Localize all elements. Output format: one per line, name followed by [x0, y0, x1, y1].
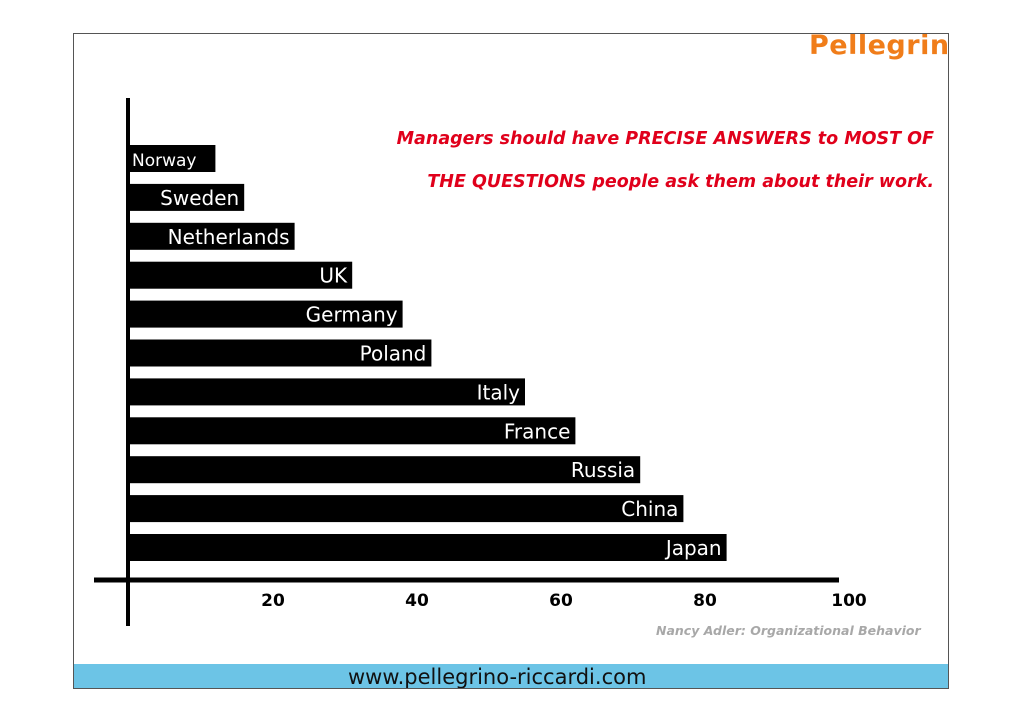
bar-uk — [129, 261, 353, 289]
bar-label-norway: Norway — [132, 151, 197, 171]
x-tick-80: 80 — [693, 591, 717, 611]
bar-france — [129, 417, 576, 445]
footer-bar: www.pellegrino-riccardi.com — [74, 664, 948, 689]
bar-label-italy: Italy — [477, 380, 521, 404]
bar-label-uk: UK — [319, 264, 348, 288]
slide: Pellegrino Managers should have PRECISE … — [73, 33, 949, 689]
bar-germany — [129, 300, 403, 328]
headline: Managers should have PRECISE ANSWERS to … — [344, 118, 934, 204]
bars-group: Norway Sweden Netherlands UK Germany Poland It… — [129, 145, 727, 561]
bar-norway — [129, 145, 216, 172]
pellegrino-logo: Pellegrino — [809, 33, 949, 61]
x-tick-60: 60 — [549, 591, 573, 611]
bar-netherlands — [129, 222, 295, 250]
bar-poland — [129, 339, 432, 367]
bar-russia — [129, 456, 641, 484]
bar-chart: Norway Sweden Netherlands UK Germany Poland It… — [94, 98, 867, 626]
bar-label-sweden: Sweden — [160, 186, 239, 210]
bar-label-russia: Russia — [571, 458, 635, 482]
x-tick-labels: 20 40 60 80 100 — [261, 591, 867, 611]
x-tick-40: 40 — [405, 591, 429, 611]
bar-label-netherlands: Netherlands — [168, 225, 290, 249]
bar-japan — [129, 534, 727, 561]
source-citation: Nancy Adler: Organizational Behavior — [656, 623, 921, 638]
headline-line-2: THE QUESTIONS people ask them about thei… — [427, 172, 934, 192]
bar-label-france: France — [504, 419, 571, 443]
x-tick-20: 20 — [261, 591, 285, 611]
bar-sweden — [129, 183, 245, 211]
x-tick-100: 100 — [831, 591, 867, 611]
bar-label-poland: Poland — [360, 342, 427, 366]
bar-label-china: China — [621, 497, 678, 521]
footer-url: www.pellegrino-riccardi.com — [348, 665, 647, 689]
bar-label-germany: Germany — [306, 303, 398, 327]
bar-label-japan: Japan — [664, 536, 722, 560]
bar-italy — [129, 378, 525, 406]
headline-line-1: Managers should have PRECISE ANSWERS to … — [396, 129, 934, 149]
bar-china — [129, 495, 684, 523]
